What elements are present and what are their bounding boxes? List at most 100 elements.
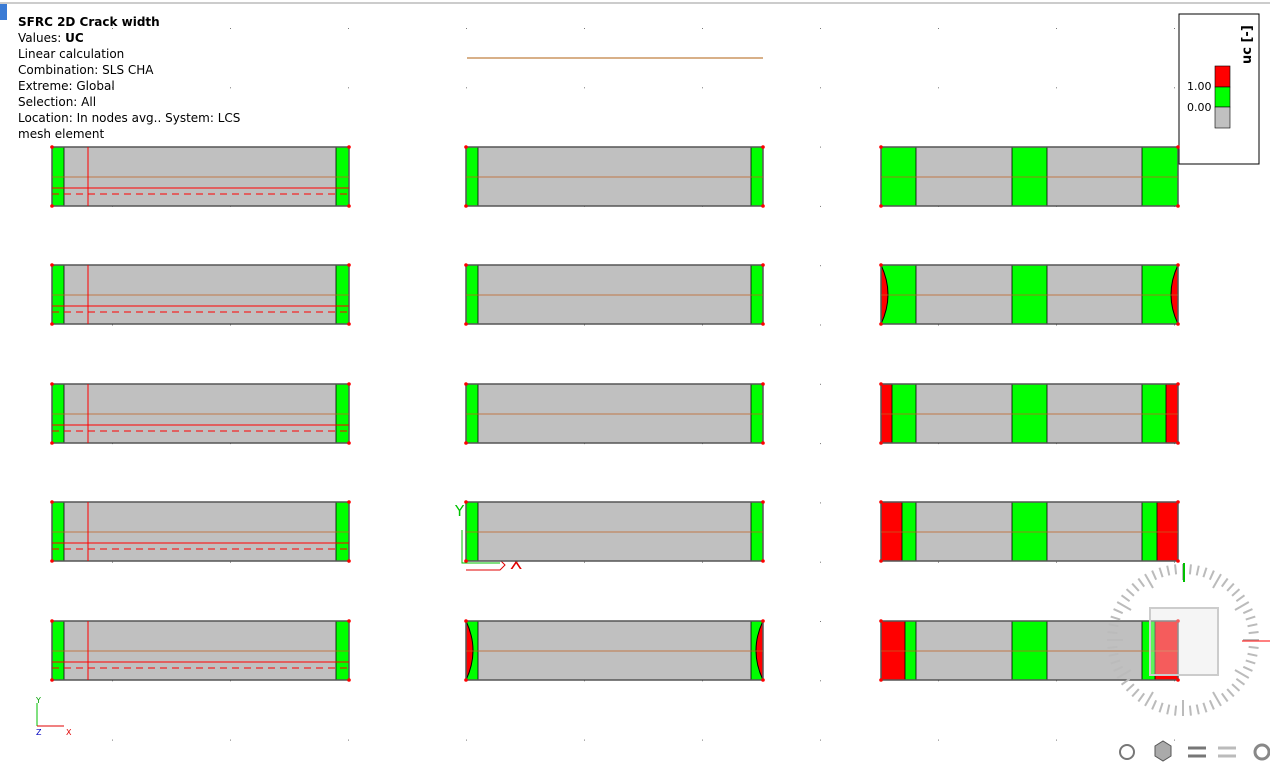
- color-zone: [465, 383, 479, 444]
- grid-dot: [1174, 561, 1175, 563]
- toolbar: [1119, 740, 1270, 762]
- node: [1176, 263, 1180, 267]
- compass-tick: [1226, 582, 1235, 592]
- node: [347, 559, 351, 563]
- compass-tick: [1220, 692, 1229, 703]
- compass-tick: [1131, 582, 1140, 592]
- member-outline: [880, 620, 1179, 681]
- color-zone: [465, 264, 479, 325]
- grid-dot: [584, 739, 585, 741]
- node: [879, 559, 883, 563]
- compass-tick: [1208, 570, 1215, 581]
- node: [50, 145, 54, 149]
- compass-tick: [1220, 577, 1229, 588]
- compass-tick: [1125, 683, 1135, 692]
- member-outline: [51, 264, 350, 325]
- nav-cube[interactable]: [1107, 563, 1270, 716]
- member: [879, 500, 1180, 563]
- grid-dot: [584, 87, 585, 89]
- node: [761, 145, 765, 149]
- node: [347, 619, 351, 623]
- node: [1176, 204, 1180, 208]
- grid-dot: [584, 324, 585, 326]
- compass-tick: [1116, 669, 1132, 679]
- compass-tick: [1212, 573, 1222, 589]
- grid-dot: [702, 739, 703, 741]
- node: [464, 322, 468, 326]
- grid-dot: [1174, 87, 1175, 89]
- member-outline: [880, 264, 1179, 325]
- node: [464, 500, 468, 504]
- color-zone: [750, 264, 764, 325]
- grid-dot: [820, 28, 821, 29]
- grid-dot: [230, 561, 231, 563]
- grid-dot: [112, 680, 113, 682]
- info-line: Location: In nodes avg.. System: LCS: [18, 111, 241, 125]
- node: [879, 500, 883, 504]
- member-body: [466, 502, 763, 561]
- member-outline: [51, 620, 350, 681]
- legend-red: [1214, 65, 1231, 88]
- node: [761, 678, 765, 682]
- grid-dot: [112, 324, 113, 326]
- compass-tick: [1108, 623, 1119, 628]
- axis-label: Y: [454, 502, 465, 520]
- grid-dot: [938, 561, 939, 563]
- info-line: Extreme: Global: [18, 79, 115, 93]
- zoom-icon[interactable]: [1119, 744, 1135, 760]
- node: [50, 382, 54, 386]
- node: [347, 145, 351, 149]
- member: [879, 382, 1180, 445]
- member: [50, 500, 351, 563]
- color-zone: [335, 264, 350, 325]
- settings-icon[interactable]: [1253, 743, 1270, 761]
- node: [1176, 500, 1180, 504]
- member: [464, 619, 765, 682]
- rotate-icon[interactable]: [1188, 746, 1206, 758]
- color-zone: [1011, 146, 1048, 207]
- compass-tick: [1235, 677, 1246, 686]
- node: [1176, 619, 1180, 623]
- grid-dot: [112, 739, 113, 741]
- grid-dot: [820, 324, 821, 326]
- node: [50, 204, 54, 208]
- node: [1176, 145, 1180, 149]
- node: [761, 441, 765, 445]
- node: [347, 441, 351, 445]
- info-icon[interactable]: [0, 4, 7, 20]
- color-zone: [335, 501, 350, 562]
- grid-dot: [1174, 324, 1175, 326]
- member-outline: [465, 620, 764, 681]
- compass-tick: [1151, 699, 1158, 710]
- member: [464, 145, 765, 208]
- rotate-icon[interactable]: [1218, 746, 1236, 758]
- node: [761, 500, 765, 504]
- node: [464, 441, 468, 445]
- compass-tick: [1212, 691, 1222, 707]
- color-zone: [1141, 146, 1179, 207]
- cube-icon[interactable]: [1154, 740, 1172, 762]
- compass-tick: [1120, 677, 1131, 686]
- node: [879, 263, 883, 267]
- node: [464, 145, 468, 149]
- compass-tick: [1208, 699, 1215, 710]
- node: [1176, 382, 1180, 386]
- color-zone: [1011, 264, 1048, 325]
- node: [464, 678, 468, 682]
- node: [50, 441, 54, 445]
- grid-dot: [466, 87, 467, 89]
- grid-dot: [820, 383, 821, 385]
- node: [879, 619, 883, 623]
- node: [879, 441, 883, 445]
- legend-label: 1.00: [1187, 80, 1212, 93]
- member-body: [52, 384, 349, 443]
- grid-dot: [1174, 739, 1175, 741]
- member-outline: [880, 146, 1179, 207]
- grid-dot: [1056, 680, 1057, 682]
- color-zone: [1011, 383, 1048, 444]
- node: [50, 678, 54, 682]
- compass-tick: [1113, 608, 1124, 615]
- member-body: [52, 621, 349, 680]
- grid-dot: [584, 561, 585, 563]
